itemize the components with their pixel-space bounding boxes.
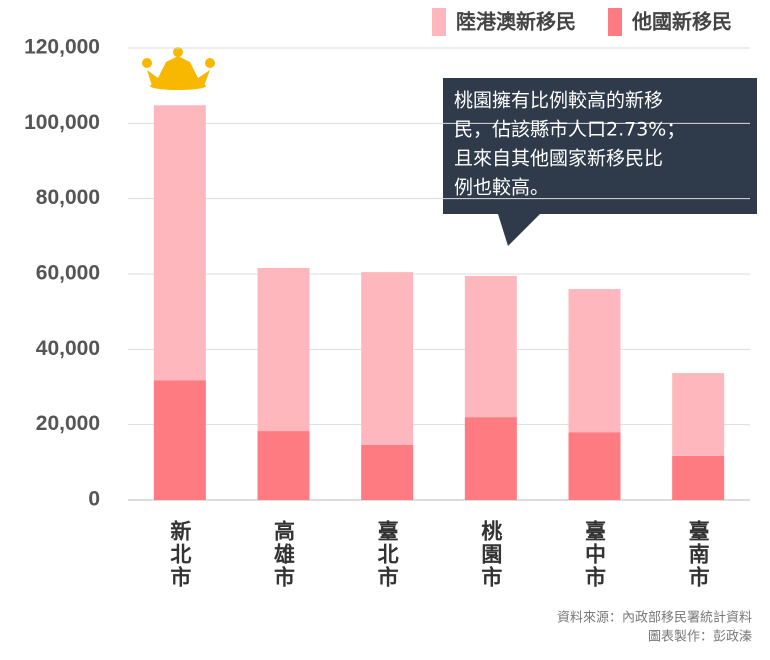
bar-segment	[672, 373, 725, 456]
source-note: 資料來源：內政部移民署統計資料	[557, 610, 752, 626]
x-tick-label: 臺北市	[375, 520, 399, 589]
annotation-text: 民，佔該縣市人口2.73%；	[454, 119, 685, 141]
y-tick-label: 0	[88, 488, 100, 511]
x-tick-label: 桃園市	[479, 519, 503, 589]
legend-swatch	[432, 8, 446, 36]
y-tick-label: 100,000	[24, 111, 100, 134]
legend-label: 陸港澳新移民	[456, 10, 576, 34]
bar-segment	[361, 445, 414, 500]
bar-segment	[568, 289, 621, 433]
legend-label: 他國新移民	[631, 10, 732, 34]
bar-segment	[257, 431, 310, 500]
x-tick-label: 高雄市	[272, 519, 297, 589]
y-tick-label: 20,000	[36, 412, 100, 435]
bar-segment	[361, 272, 414, 446]
source-note: 圖表製作：彭政溱	[648, 630, 752, 645]
x-tick-label: 新北市	[168, 519, 192, 589]
crown	[142, 47, 215, 90]
bar-segment	[257, 267, 310, 432]
y-tick-label: 40,000	[36, 337, 100, 360]
y-tick-label: 60,000	[36, 262, 100, 285]
y-tick-label: 120,000	[24, 36, 100, 59]
bar-segment	[464, 417, 517, 500]
annotation-text: 桃園擁有比例較高的新移	[454, 90, 663, 112]
y-tick-label: 80,000	[36, 186, 100, 209]
bar-segment	[153, 105, 206, 381]
bar-segment	[464, 275, 517, 418]
annotation-text: 且來自其他國家新移民比	[454, 148, 663, 170]
legend-swatch	[608, 8, 622, 36]
x-tick-label: 臺南市	[686, 520, 710, 589]
annotation-box	[443, 78, 757, 246]
bar-segment	[153, 380, 206, 500]
bar-segment	[672, 455, 725, 500]
bar-segment	[568, 432, 621, 500]
annotation-text: 例也較高。	[454, 177, 549, 199]
x-tick-label: 臺中市	[583, 520, 607, 589]
